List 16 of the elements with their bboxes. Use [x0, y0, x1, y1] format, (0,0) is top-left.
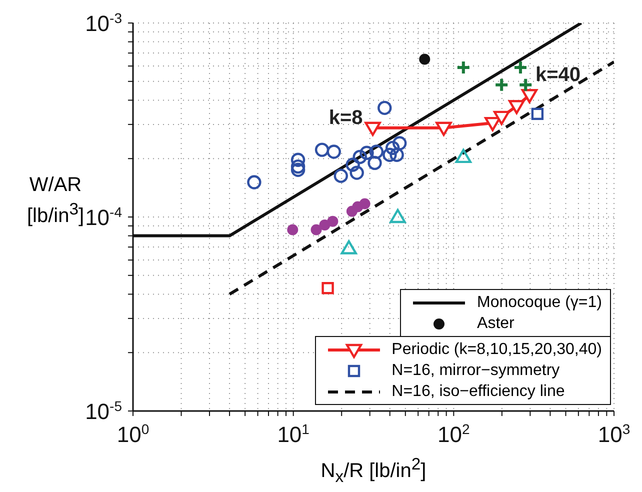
y-tick-label: 10$^{-4}$ — [85, 204, 122, 230]
annotation: k=8 — [328, 106, 363, 129]
legend-label: N=16, iso−efficiency line — [392, 382, 565, 400]
x-axis-title: N$_{x}$/R [lb/in$^{2}$] — [320, 454, 426, 486]
legend-label: N=16, mirror−symmetry — [392, 362, 560, 380]
annotation: k=40 — [535, 64, 581, 86]
y-tick-label: 10$^{-5}$ — [85, 398, 122, 424]
legend-label: Aster — [477, 314, 514, 332]
y-axis-title: W/AR [lb/in$^{3}$] — [26, 174, 84, 227]
x-tick-label: 10$^{2}$ — [438, 421, 470, 447]
x-tick-label: 10$^{3}$ — [598, 421, 630, 447]
x-tick-label: 10$^{1}$ — [277, 421, 310, 447]
legend-label: Periodic (k=8,10,15,20,30,40) — [392, 340, 602, 358]
legend-label: Monocoque (γ=1) — [477, 294, 602, 312]
x-tick-label: 10$^{0}$ — [116, 421, 150, 447]
y-tick-label: 10$^{-3}$ — [85, 10, 122, 36]
